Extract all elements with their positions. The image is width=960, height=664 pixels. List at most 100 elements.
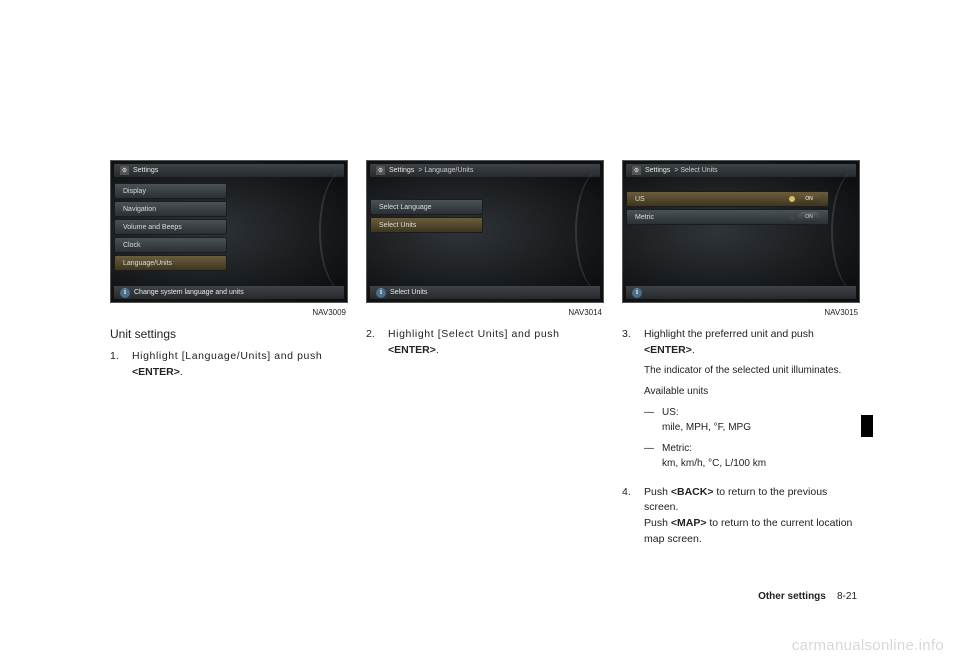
unit-detail: km, km/h, °C, L/100 km	[662, 456, 766, 471]
toggle-on: ON	[798, 194, 820, 204]
screenshot-caption: NAV3009	[110, 308, 348, 317]
text: Push	[644, 486, 671, 498]
indicator-dot	[789, 196, 795, 202]
toggle-group: ON	[789, 212, 820, 222]
unit-detail: mile, MPH, °F, MPG	[662, 420, 751, 435]
step-line-2: Push <MAP> to return to the current loca…	[644, 516, 860, 548]
step-4: 4. Push <BACK> to return to the previous…	[622, 485, 860, 548]
section-heading: Unit settings	[110, 327, 348, 341]
footer-text: Change system language and units	[134, 289, 244, 296]
step-number: 3.	[622, 327, 636, 477]
screenshot-header: ⚙ Settings > Select Units	[626, 164, 856, 177]
columns: ⚙ Settings Display Navigation Volume and…	[110, 160, 860, 556]
column-2: ⚙ Settings > Language/Units Select Langu…	[366, 160, 604, 556]
dial-arc	[831, 171, 860, 291]
units-list: — US: mile, MPH, °F, MPG — Metric:	[644, 405, 860, 471]
screenshot-select-units: ⚙ Settings > Select Units US ON Metric	[622, 160, 860, 303]
page-side-tab	[861, 415, 873, 437]
info-icon: i	[120, 288, 130, 298]
step-body: Highlight the preferred unit and push <E…	[644, 327, 860, 477]
step-number: 1.	[110, 349, 124, 381]
menu-item-language-units: Language/Units	[114, 255, 227, 271]
column-3: ⚙ Settings > Select Units US ON Metric	[622, 160, 860, 556]
step-body: Highlight [Language/Units] and push <ENT…	[132, 349, 348, 381]
step-number: 2.	[366, 327, 380, 359]
step-note: The indicator of the selected unit illum…	[644, 363, 860, 378]
menu-list: Display Navigation Volume and Beeps Cloc…	[114, 183, 227, 271]
step-2: 2. Highlight [Select Units] and push <EN…	[366, 327, 604, 359]
dash: —	[644, 441, 656, 471]
enter-key: <ENTER>	[644, 344, 692, 356]
step-1: 1. Highlight [Language/Units] and push <…	[110, 349, 348, 381]
unit-body: US: mile, MPH, °F, MPG	[662, 405, 751, 435]
unit-us: — US: mile, MPH, °F, MPG	[644, 405, 860, 435]
step-list: 3. Highlight the preferred unit and push…	[622, 327, 860, 548]
menu-item-select-language: Select Language	[370, 199, 483, 215]
screenshot-settings: ⚙ Settings Display Navigation Volume and…	[110, 160, 348, 303]
menu-item-us: US ON	[626, 191, 829, 207]
header-title: Settings	[133, 167, 158, 174]
step-text: Highlight the preferred unit and push	[644, 328, 814, 340]
dial-arc	[319, 171, 348, 291]
step-list: 1. Highlight [Language/Units] and push <…	[110, 349, 348, 381]
unit-metric: — Metric: km, km/h, °C, L/100 km	[644, 441, 860, 471]
step-number: 4.	[622, 485, 636, 548]
info-icon: i	[632, 288, 642, 298]
step-list: 2. Highlight [Select Units] and push <EN…	[366, 327, 604, 359]
screenshot-language-units: ⚙ Settings > Language/Units Select Langu…	[366, 160, 604, 303]
header-title: Settings	[389, 167, 414, 174]
settings-icon: ⚙	[632, 166, 641, 175]
toggle-on: ON	[798, 212, 820, 222]
map-key: <MAP>	[671, 517, 707, 529]
header-title: Settings	[645, 167, 670, 174]
breadcrumb: > Select Units	[674, 167, 717, 174]
screenshot-footer: i Change system language and units	[114, 286, 344, 299]
footer-section-label: Other settings	[758, 591, 826, 602]
dash: —	[644, 405, 656, 435]
manual-page: ⚙ Settings Display Navigation Volume and…	[0, 0, 960, 556]
screenshot-header: ⚙ Settings	[114, 164, 344, 177]
available-label: Available units	[644, 384, 860, 399]
menu-list: Select Language Select Units	[370, 199, 483, 233]
menu-item-select-units: Select Units	[370, 217, 483, 233]
back-key: <BACK>	[671, 486, 714, 498]
item-label: US	[635, 196, 645, 203]
step-text: Highlight [Select Units] and push	[388, 328, 560, 340]
menu-item-navigation: Navigation	[114, 201, 227, 217]
period: .	[436, 344, 439, 356]
unit-label: Metric:	[662, 443, 692, 454]
footer-text: Select Units	[390, 289, 427, 296]
menu-list: US ON Metric ON	[626, 191, 829, 225]
screenshot-header: ⚙ Settings > Language/Units	[370, 164, 600, 177]
unit-label: US:	[662, 407, 679, 418]
step-body: Highlight [Select Units] and push <ENTER…	[388, 327, 604, 359]
toggle-group: ON	[789, 194, 820, 204]
menu-item-volume: Volume and Beeps	[114, 219, 227, 235]
unit-body: Metric: km, km/h, °C, L/100 km	[662, 441, 766, 471]
column-1: ⚙ Settings Display Navigation Volume and…	[110, 160, 348, 556]
watermark: carmanualsonline.info	[792, 637, 944, 654]
step-text: Highlight [Language/Units] and push	[132, 350, 322, 362]
menu-item-display: Display	[114, 183, 227, 199]
settings-icon: ⚙	[376, 166, 385, 175]
menu-item-metric: Metric ON	[626, 209, 829, 225]
step-body: Push <BACK> to return to the previous sc…	[644, 485, 860, 548]
indicator-dot	[789, 214, 795, 220]
screenshot-caption: NAV3014	[366, 308, 604, 317]
period: .	[180, 366, 183, 378]
text: Push	[644, 517, 671, 529]
dial-arc	[575, 171, 604, 291]
step-3: 3. Highlight the preferred unit and push…	[622, 327, 860, 477]
settings-icon: ⚙	[120, 166, 129, 175]
screenshot-footer: i Select Units	[370, 286, 600, 299]
page-footer: Other settings 8-21	[758, 591, 857, 602]
info-icon: i	[376, 288, 386, 298]
period: .	[692, 344, 695, 356]
enter-key: <ENTER>	[132, 366, 180, 378]
menu-item-clock: Clock	[114, 237, 227, 253]
screenshot-footer: i	[626, 286, 856, 299]
enter-key: <ENTER>	[388, 344, 436, 356]
item-label: Metric	[635, 214, 654, 221]
breadcrumb: > Language/Units	[418, 167, 473, 174]
screenshot-caption: NAV3015	[622, 308, 860, 317]
